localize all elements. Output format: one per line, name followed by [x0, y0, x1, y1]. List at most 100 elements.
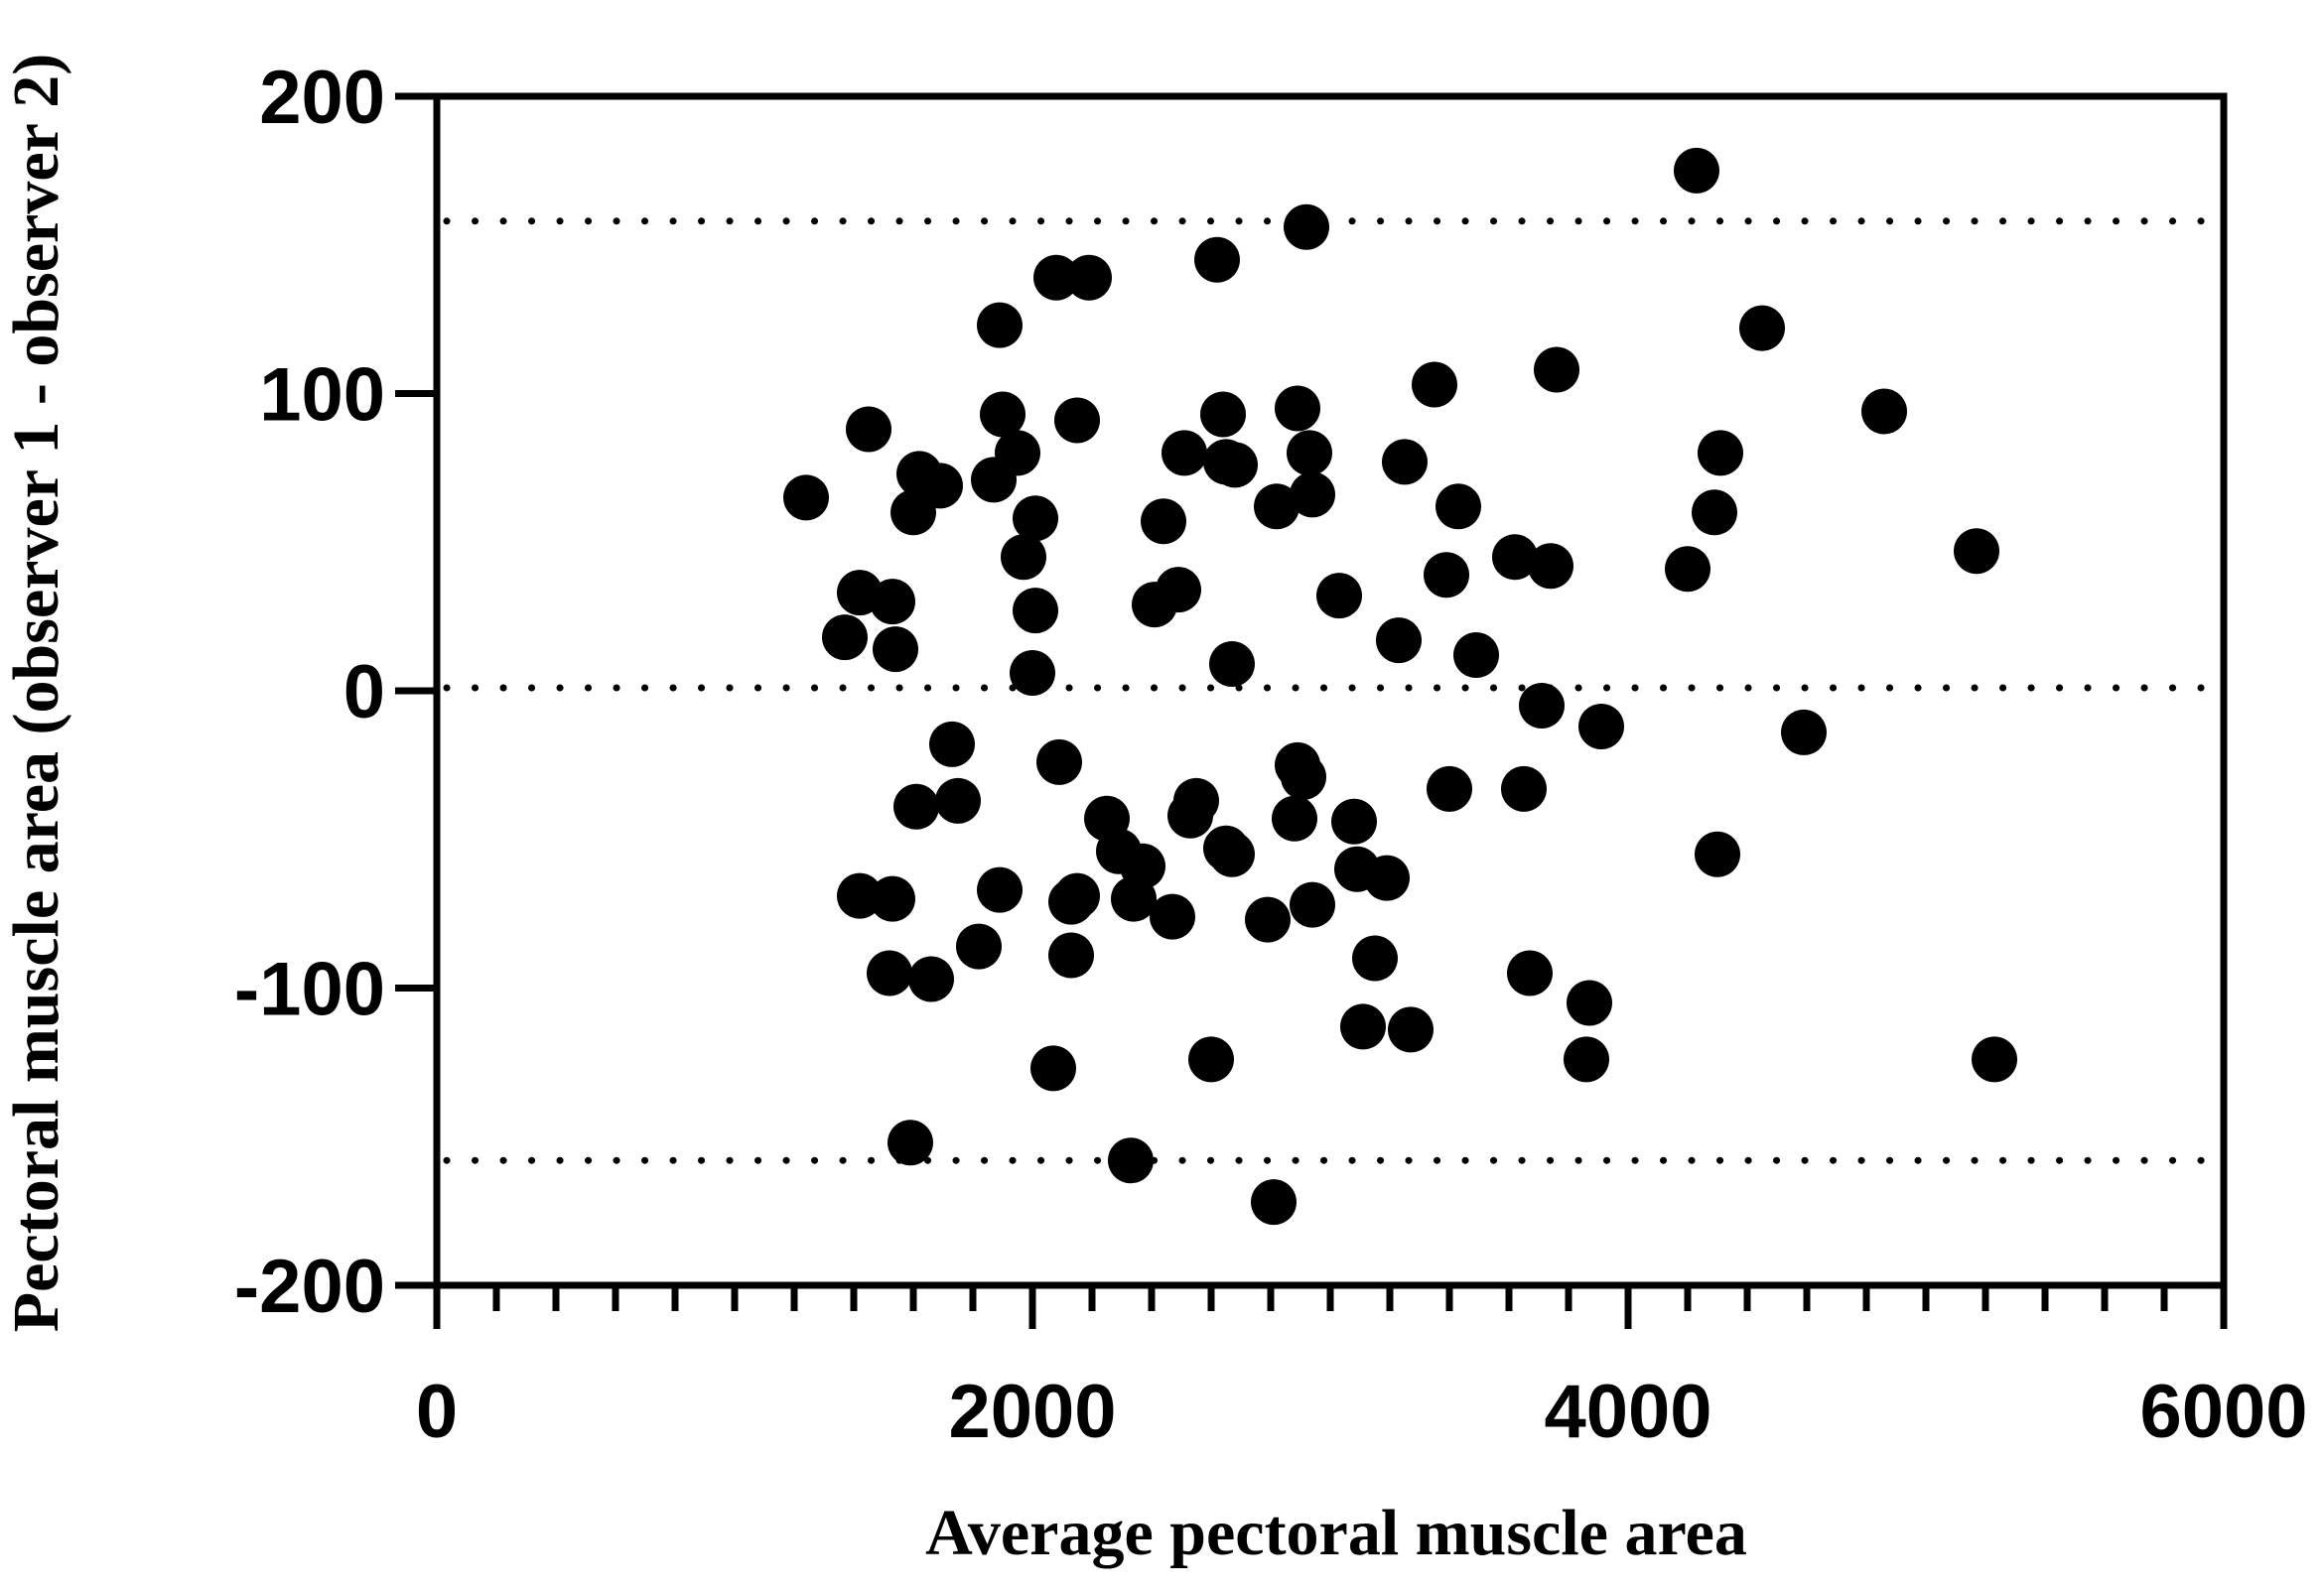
data-point-78 — [1435, 483, 1481, 530]
data-point-96 — [1861, 388, 1907, 435]
data-point-98 — [1972, 1036, 2017, 1083]
data-point-52 — [1212, 442, 1258, 488]
data-point-76 — [1424, 552, 1469, 598]
data-point-79 — [1453, 632, 1499, 679]
data-point-63 — [1287, 430, 1332, 476]
data-point-67 — [1331, 798, 1377, 845]
data-point-53 — [1209, 641, 1255, 688]
data-point-62 — [1284, 203, 1329, 250]
data-point-64 — [1290, 471, 1335, 518]
data-point-23 — [1001, 534, 1046, 581]
data-point-14 — [867, 950, 912, 996]
data-point-47 — [1194, 236, 1240, 283]
data-point-41 — [1141, 498, 1186, 545]
data-point-55 — [1188, 1036, 1234, 1083]
data-point-58 — [1275, 385, 1320, 432]
data-point-84 — [1528, 543, 1573, 590]
data-point-56 — [1251, 1179, 1297, 1226]
data-point-80 — [1492, 534, 1538, 581]
data-point-25 — [1013, 588, 1058, 634]
data-point-90 — [1674, 147, 1719, 194]
data-point-50 — [1209, 831, 1255, 877]
data-point-27 — [1036, 738, 1082, 785]
data-point-3 — [846, 406, 891, 453]
data-point-85 — [1534, 346, 1579, 393]
data-point-10 — [935, 777, 981, 824]
x-tick-label-0: 0 — [416, 1370, 458, 1454]
data-point-29 — [1066, 254, 1112, 301]
data-point-12 — [837, 872, 883, 919]
data-point-4 — [870, 579, 915, 625]
data-point-54 — [1245, 896, 1291, 943]
data-point-93 — [1695, 831, 1740, 877]
reference-lines — [443, 217, 2218, 1164]
data-point-73 — [1382, 439, 1428, 485]
data-point-83 — [1519, 682, 1565, 729]
data-point-0 — [783, 474, 829, 521]
data-point-33 — [1048, 932, 1094, 979]
data-point-18 — [888, 1120, 933, 1166]
data-point-26 — [1010, 650, 1055, 697]
data-point-66 — [1316, 573, 1362, 619]
data-point-24 — [1013, 495, 1058, 542]
data-point-43 — [1162, 430, 1207, 476]
data-point-22 — [995, 430, 1040, 476]
y-tick-label-1: -100 — [234, 948, 385, 1032]
data-point-46 — [1150, 893, 1195, 940]
data-point-97 — [1954, 528, 1999, 575]
data-point-38 — [1111, 875, 1157, 922]
data-point-61 — [1272, 795, 1317, 842]
data-point-87 — [1567, 980, 1612, 1026]
data-points — [783, 147, 2017, 1226]
data-point-57 — [1254, 483, 1299, 530]
data-point-8 — [917, 463, 963, 509]
data-point-17 — [977, 866, 1023, 913]
data-point-81 — [1501, 765, 1547, 812]
y-tick-label-0: -200 — [234, 1245, 385, 1329]
data-point-42 — [1156, 567, 1201, 613]
data-point-16 — [956, 923, 1002, 970]
data-point-72 — [1376, 617, 1422, 664]
data-point-5 — [873, 626, 918, 673]
data-point-60 — [1281, 753, 1326, 800]
data-point-94 — [1739, 305, 1785, 351]
y-axis-title: Pectoral muscle area (observer 1 - obser… — [0, 54, 72, 1332]
data-point-20 — [977, 302, 1023, 348]
data-point-32 — [1054, 872, 1100, 919]
data-point-9 — [929, 721, 975, 767]
data-point-21 — [980, 391, 1025, 438]
data-point-82 — [1507, 950, 1553, 996]
data-point-71 — [1364, 855, 1410, 901]
data-point-11 — [893, 783, 939, 830]
data-point-86 — [1564, 1036, 1609, 1083]
data-point-70 — [1352, 935, 1398, 982]
y-tick-label-3: 100 — [259, 353, 385, 438]
data-point-89 — [1665, 546, 1710, 593]
data-point-95 — [1781, 709, 1827, 755]
data-point-91 — [1692, 489, 1737, 536]
x-tick-label-2: 4000 — [1544, 1370, 1711, 1454]
data-point-69 — [1340, 1003, 1386, 1050]
y-tick-label-2: 0 — [343, 650, 385, 734]
data-point-92 — [1698, 430, 1743, 476]
data-point-75 — [1412, 361, 1457, 408]
data-point-77 — [1427, 765, 1472, 812]
x-axis-title: Average pectoral muscle area — [925, 1497, 1747, 1569]
data-point-34 — [1030, 1045, 1076, 1092]
data-point-13 — [870, 875, 915, 922]
data-point-1 — [822, 614, 868, 661]
axis-ticks — [395, 92, 2228, 1329]
y-tick-label-4: 200 — [259, 56, 385, 140]
data-point-48 — [1200, 391, 1246, 438]
data-point-74 — [1388, 1006, 1434, 1053]
data-point-30 — [1054, 397, 1100, 444]
data-point-15 — [908, 956, 954, 1002]
data-point-45 — [1173, 777, 1219, 824]
x-tick-label-1: 2000 — [948, 1370, 1116, 1454]
data-point-65 — [1290, 881, 1335, 928]
x-tick-label-3: 6000 — [2139, 1370, 2307, 1454]
data-point-88 — [1578, 703, 1624, 749]
data-point-28 — [1033, 254, 1079, 301]
